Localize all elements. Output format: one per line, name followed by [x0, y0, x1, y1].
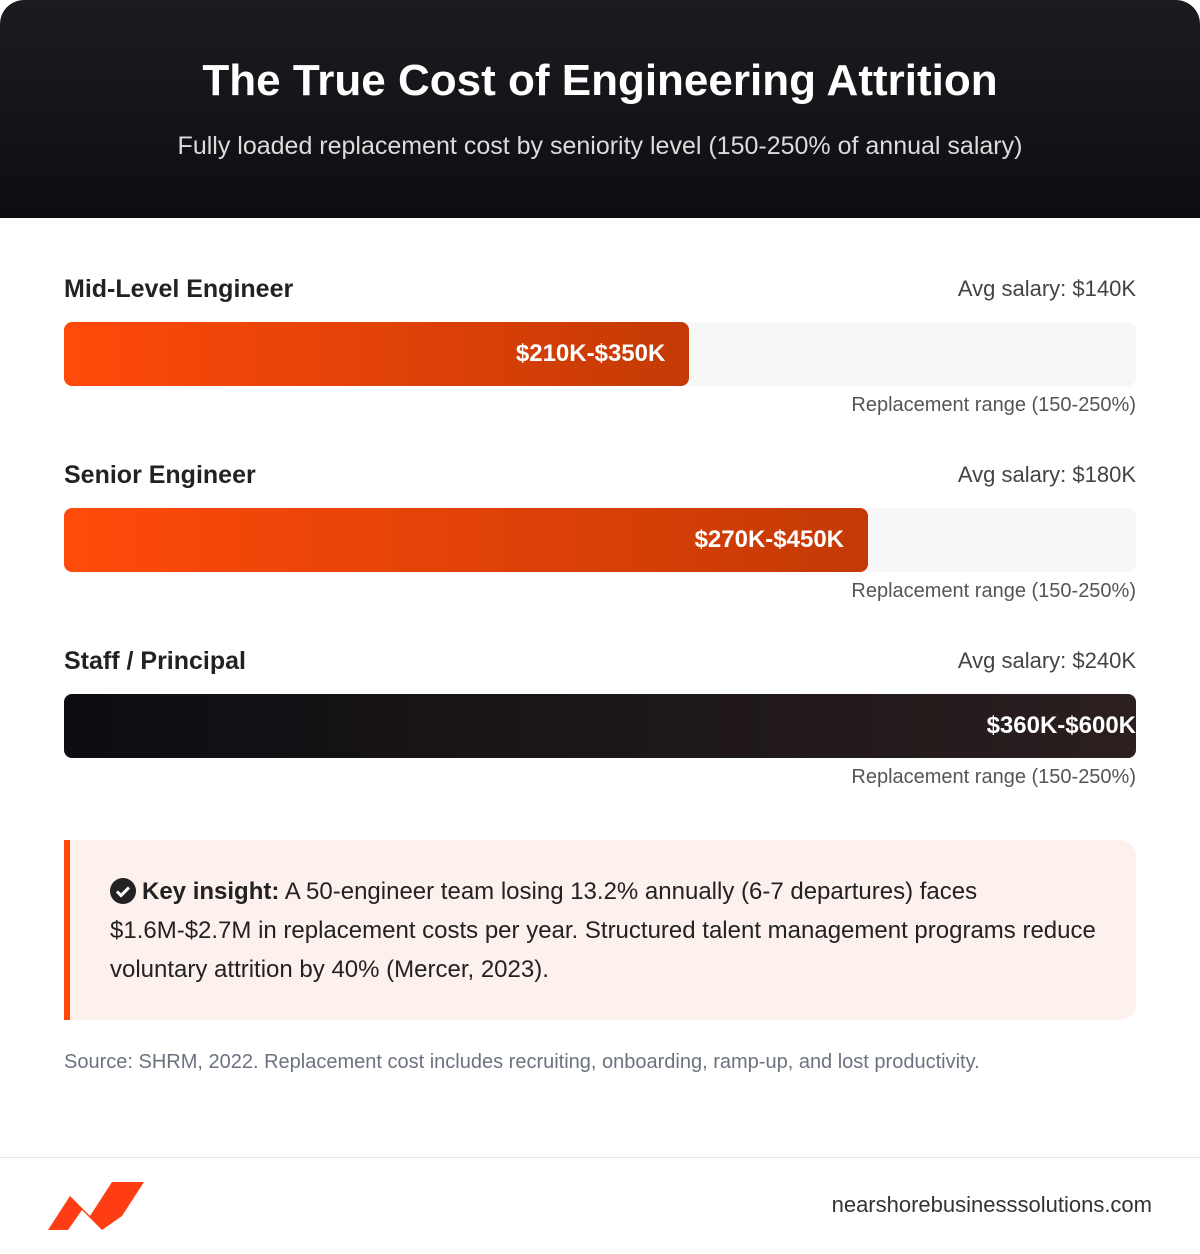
category-label: Mid-Level Engineer — [64, 275, 294, 303]
insight-box: Key insight: A 50-engineer team losing 1… — [64, 840, 1136, 1020]
range-note: Replacement range (150-250%) — [851, 394, 1136, 416]
bar-value-label: $270K-$450K — [694, 526, 844, 553]
salary-label: Avg salary: $140K — [957, 276, 1136, 301]
bar — [64, 508, 868, 572]
chart-subtitle: Fully loaded replacement cost by seniori… — [177, 132, 1023, 160]
range-note: Replacement range (150-250%) — [851, 580, 1136, 602]
insight-label: Key insight: — [142, 878, 280, 905]
divider — [0, 1157, 1200, 1158]
bar — [64, 694, 1136, 758]
bar-value-label: $360K-$600K — [986, 712, 1136, 739]
header: The True Cost of Engineering Attrition F… — [0, 0, 1200, 218]
website: nearshorebusinesssolutions.com — [831, 1192, 1152, 1217]
bar — [64, 322, 690, 386]
source-note: Source: SHRM, 2022. Replacement cost inc… — [64, 1051, 980, 1073]
salary-label: Avg salary: $180K — [957, 462, 1136, 487]
insight-text: A 50-engineer team losing 13.2% annually… — [110, 878, 1096, 983]
range-note: Replacement range (150-250%) — [851, 766, 1136, 788]
bar-value-label: $210K-$350K — [515, 340, 666, 367]
check-icon — [110, 878, 136, 904]
salary-label: Avg salary: $240K — [957, 648, 1136, 673]
category-label: Senior Engineer — [64, 461, 256, 489]
category-label: Staff / Principal — [64, 647, 246, 675]
logo — [48, 1182, 144, 1230]
chart-title: The True Cost of Engineering Attrition — [202, 56, 998, 105]
